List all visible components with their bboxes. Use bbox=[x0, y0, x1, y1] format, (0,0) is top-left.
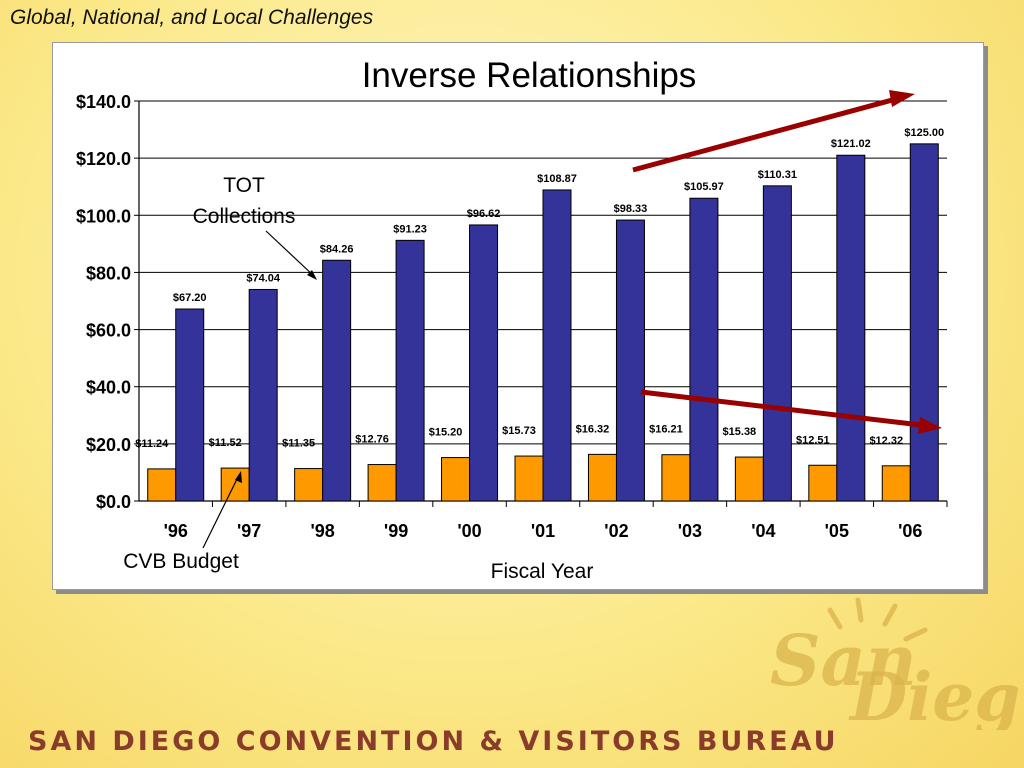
cvb-data-label: $15.38 bbox=[723, 426, 757, 438]
y-tick-label: $120.0 bbox=[76, 149, 131, 169]
cvb-bar bbox=[294, 468, 324, 502]
x-tick-label: '97 bbox=[237, 521, 261, 541]
chart-title: Inverse Relationships bbox=[362, 56, 697, 95]
tot-data-label: $121.02 bbox=[831, 138, 871, 150]
tot-data-label: $105.97 bbox=[684, 181, 724, 193]
svg-text:San: San bbox=[770, 619, 917, 702]
cvb-data-label: $16.32 bbox=[576, 423, 610, 435]
x-tick-label: '02 bbox=[604, 521, 628, 541]
trend-arrow-up-head bbox=[889, 90, 915, 107]
cvb-annotation-arrowhead bbox=[235, 471, 242, 483]
tot-bar bbox=[469, 224, 499, 502]
cvb-bar bbox=[367, 464, 397, 502]
x-tick-label: '05 bbox=[825, 521, 849, 541]
tot-data-label: $67.20 bbox=[173, 292, 207, 304]
x-tick-label: '96 bbox=[164, 521, 188, 541]
x-tick-label: '06 bbox=[898, 521, 922, 541]
tot-annotation-pointer bbox=[265, 230, 316, 278]
cvb-bar bbox=[587, 453, 617, 502]
cvb-bar bbox=[734, 456, 764, 502]
cvb-data-label: $15.73 bbox=[502, 425, 536, 437]
tot-bar bbox=[615, 219, 645, 502]
cvb-annotation: CVB Budget bbox=[123, 550, 239, 573]
tot-bar bbox=[542, 189, 572, 502]
tot-data-label: $74.04 bbox=[246, 272, 281, 284]
cvb-data-label: $12.51 bbox=[796, 434, 830, 446]
y-tick-label: $0.0 bbox=[96, 492, 131, 512]
y-tick-label: $20.0 bbox=[86, 435, 131, 455]
tot-annotation-line2: Collections bbox=[193, 205, 296, 228]
y-tick-label: $40.0 bbox=[86, 378, 131, 398]
tot-bar bbox=[322, 259, 352, 502]
tot-bar bbox=[836, 154, 866, 502]
tot-bar bbox=[248, 288, 278, 502]
cvb-data-label: $15.20 bbox=[429, 427, 463, 439]
tot-data-label: $91.23 bbox=[393, 223, 427, 235]
tot-bar bbox=[395, 239, 425, 502]
cvb-bar bbox=[808, 464, 838, 502]
svg-text:Diego: Diego bbox=[848, 658, 1020, 730]
tot-data-label: $110.31 bbox=[758, 169, 797, 181]
x-tick-label: '01 bbox=[531, 521, 555, 541]
x-tick-label: '99 bbox=[384, 521, 408, 541]
slide-title: Global, National, and Local Challenges bbox=[10, 6, 374, 29]
cvb-data-label: $11.35 bbox=[282, 438, 315, 450]
cvb-data-label: $11.24 bbox=[135, 438, 169, 450]
tot-annotation-line1: TOT bbox=[223, 174, 265, 197]
tot-data-label: $98.33 bbox=[614, 203, 648, 215]
cvb-annotation-pointer bbox=[202, 474, 240, 549]
cvb-bar bbox=[514, 455, 544, 502]
bar-chart: Inverse Relationships Fiscal Year $0.0 $2… bbox=[76, 56, 948, 583]
footer-organization: SAN DIEGO CONVENTION & VISITORS BUREAU bbox=[28, 726, 839, 757]
tot-bar bbox=[909, 143, 939, 502]
cvb-bar bbox=[220, 467, 250, 502]
cvb-bar bbox=[441, 457, 471, 502]
x-tick-label: '03 bbox=[678, 521, 702, 541]
tot-bar bbox=[762, 185, 792, 502]
cvb-bar bbox=[147, 468, 177, 502]
trend-arrow-up bbox=[632, 96, 897, 173]
x-tick-label: '98 bbox=[310, 521, 334, 541]
tot-bar bbox=[689, 197, 719, 502]
san-diego-logo: San Diego bbox=[770, 597, 1020, 730]
tot-data-label: $84.26 bbox=[320, 243, 354, 255]
tot-data-label: $125.00 bbox=[904, 127, 944, 139]
cvb-data-label: $16.21 bbox=[649, 424, 683, 436]
cvb-bar bbox=[661, 454, 691, 502]
x-tick-label: '04 bbox=[751, 521, 775, 541]
y-tick-label: $100.0 bbox=[76, 206, 131, 226]
tot-annotation-arrowhead bbox=[307, 270, 317, 280]
tot-data-label: $96.62 bbox=[467, 208, 501, 220]
cvb-data-label: $11.52 bbox=[209, 437, 242, 449]
x-tick-label: '00 bbox=[457, 521, 481, 541]
tot-bar bbox=[175, 308, 205, 502]
chart-panel: Inverse Relationships Fiscal Year $0.0 $2… bbox=[52, 42, 984, 590]
cvb-data-label: $12.76 bbox=[355, 434, 389, 446]
y-tick-label: $60.0 bbox=[86, 321, 131, 341]
tot-data-label: $108.87 bbox=[537, 173, 577, 185]
y-tick-label: $140.0 bbox=[76, 92, 131, 112]
cvb-bar bbox=[881, 465, 911, 502]
trend-arrow-down bbox=[640, 389, 922, 428]
x-axis-label: Fiscal Year bbox=[491, 560, 594, 583]
y-tick-label: $80.0 bbox=[86, 263, 131, 283]
trend-arrow-down-head bbox=[918, 417, 942, 434]
cvb-data-label: $12.32 bbox=[869, 435, 903, 447]
